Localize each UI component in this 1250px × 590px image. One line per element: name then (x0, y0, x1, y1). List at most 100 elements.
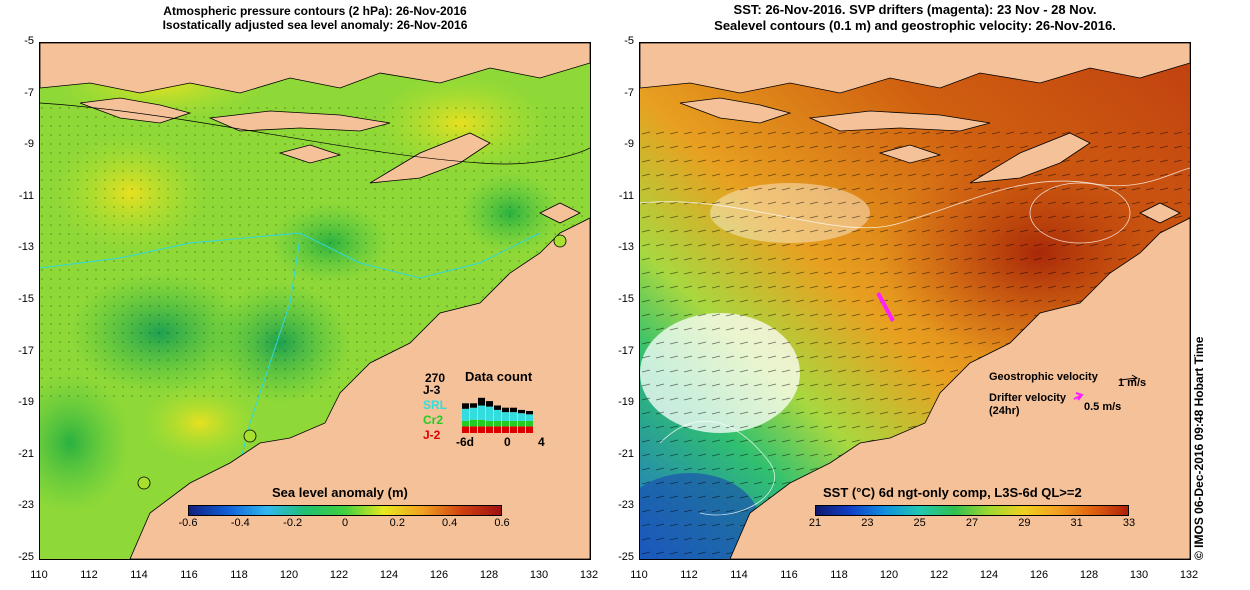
sst-colorbar-tick: 23 (861, 517, 874, 529)
data-count-bar-segment (526, 411, 533, 415)
y-tick-label: -5 (624, 35, 634, 47)
data-count-bars (462, 397, 533, 433)
right-title-line1: SST: 26-Nov-2016. SVP drifters (magenta)… (733, 2, 1097, 17)
y-tick-label: -19 (618, 396, 634, 409)
timor-island (969, 132, 1091, 184)
data-count-bar-segment (510, 407, 517, 413)
data-count-bar-segment (478, 419, 485, 427)
sst-colorbar-tick: 21 (808, 517, 822, 529)
x-tick-label: 118 (830, 569, 848, 581)
sla-colorbar-tick: 0.4 (442, 517, 458, 529)
sla-colorbar-tick: 0 (341, 517, 349, 529)
data-count-bar-segment (478, 397, 485, 406)
sst-colorbar (815, 505, 1129, 516)
sst-colorbar-title: SST (°C) 6d ngt-only comp, L3S-6d QL>=2 (823, 485, 1082, 500)
data-count-bar-segment (470, 426, 477, 433)
y-tick-label: -7 (624, 86, 634, 99)
x-tick-label: 116 (180, 569, 198, 581)
sla-colorbar-tick: -0.4 (230, 517, 250, 529)
data-count-legend-item: Cr2 (423, 413, 444, 427)
data-count-bar-segment (486, 406, 493, 421)
sea-level-contour (659, 420, 775, 516)
station-marker[interactable] (137, 476, 151, 490)
data-count-x-label: 4 (538, 435, 545, 449)
data-count-bar-segment (502, 412, 509, 421)
left-title: Atmospheric pressure contours (2 hPa): 2… (40, 4, 590, 32)
flores-land (808, 110, 991, 132)
left-x-axis: 110 112 114 116 118 120 122 124 126 128 130 132 (30, 569, 598, 583)
sla-colorbar-ticks: -0.6 -0.4 -0.2 0 0.2 0.4 0.6 (179, 517, 510, 531)
data-count-bar-segment (494, 409, 501, 421)
sst-colorbar-tick: 27 (965, 517, 979, 529)
y-tick-label: -11 (18, 189, 34, 202)
y-tick-label: -25 (18, 551, 34, 563)
x-tick-label: 128 (479, 569, 499, 581)
data-count-bar-segment (510, 420, 517, 427)
x-tick-label: 120 (279, 569, 299, 581)
sea-level-map[interactable]: 270 Data count J-3 SRL Cr2 J-2 -6d 0 4 Sea le… (39, 42, 591, 560)
x-tick-label: 110 (30, 569, 48, 581)
data-count-bar-segment (526, 414, 533, 421)
data-count-bar-segment (486, 420, 493, 427)
data-count-max: 270 (425, 371, 446, 385)
sla-colorbar-tick: 0.2 (389, 517, 405, 529)
sea-level-contour (640, 167, 1190, 229)
sea-level-contour (1029, 182, 1131, 244)
data-count-legend-item: J-2 (423, 428, 441, 442)
sla-colorbar-tick: -0.2 (283, 517, 303, 529)
x-tick-label: 116 (780, 569, 798, 581)
data-count-bar-segment (526, 420, 533, 427)
anomaly-low-area (40, 373, 130, 513)
geostrophic-scale: 1 m/s (1118, 377, 1147, 389)
data-count-bar-segment (518, 426, 525, 433)
data-count-bar-segment (518, 420, 525, 427)
sst-colorbar-tick: 29 (1018, 517, 1031, 529)
station-marker[interactable] (243, 429, 257, 443)
shelf-contour (40, 102, 590, 165)
x-tick-label: 128 (1079, 569, 1099, 581)
sumba-island (878, 144, 942, 164)
drifter-scale-arrow (1073, 392, 1084, 401)
y-tick-label: -15 (18, 293, 34, 305)
sst-map[interactable]: Geostrophic velocity 1 m/s Drifter veloc… (639, 42, 1191, 560)
data-count-bar-segment (502, 407, 509, 413)
data-count-legend: J-3 SRL Cr2 J-2 (423, 383, 447, 443)
data-count-bar-segment (486, 401, 493, 407)
data-count-bar-segment (502, 426, 509, 433)
sst-colorbar-tick: 25 (913, 517, 926, 529)
x-tick-label: 122 (929, 569, 949, 581)
station-marker[interactable] (553, 234, 567, 248)
data-count-bar-segment (478, 426, 485, 433)
melville-island (539, 202, 581, 224)
y-tick-label: -21 (18, 447, 34, 460)
y-tick-label: -21 (618, 447, 634, 460)
data-count-bar-segment (518, 413, 525, 421)
sst-colorbar-ticks: 21 23 25 27 29 31 33 (809, 517, 1135, 531)
data-count-inset: 270 Data count J-3 SRL Cr2 J-2 -6d 0 4 (420, 365, 545, 455)
y-tick-label: -19 (18, 396, 34, 409)
data-count-bar-segment (470, 407, 477, 420)
sla-colorbar-title: Sea level anomaly (m) (272, 485, 408, 500)
x-tick-label: 126 (1029, 569, 1049, 581)
y-tick-label: -25 (618, 551, 634, 563)
imos-credit: © IMOS 06-Dec-2016 09:48 Hobart Time (1192, 336, 1206, 560)
data-count-bar-segment (470, 403, 477, 408)
geostrophic-label: Geostrophic velocity (989, 371, 1098, 383)
data-count-bar-segment (526, 426, 533, 433)
java-bali-land (640, 43, 1190, 94)
data-count-legend-item: J-3 (423, 383, 441, 397)
data-count-x-label: -6d (456, 435, 474, 449)
sea-level-map-svg (40, 43, 590, 559)
x-tick-label: 124 (379, 569, 399, 581)
data-count-legend-item: SRL (423, 398, 447, 412)
data-count-bar-segment (502, 420, 509, 427)
svp-drifter-track[interactable] (876, 292, 895, 322)
y-tick-label: -5 (24, 35, 34, 47)
data-count-bar-segment (462, 426, 469, 433)
y-tick-label: -17 (618, 344, 634, 357)
x-tick-label: 126 (429, 569, 449, 581)
y-tick-label: -15 (618, 293, 634, 305)
y-tick-label: -13 (18, 241, 34, 254)
y-tick-label: -17 (18, 344, 34, 357)
left-title-line1: Atmospheric pressure contours (2 hPa): 2… (163, 4, 467, 18)
